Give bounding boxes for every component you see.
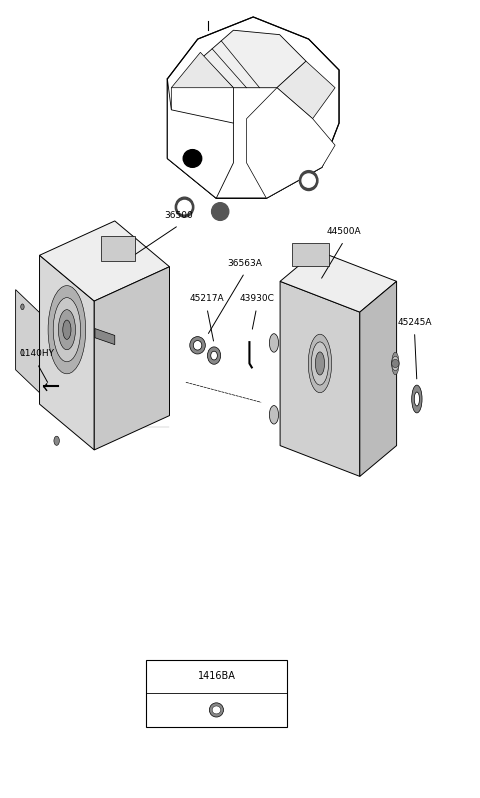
Text: 45217A: 45217A	[190, 294, 224, 303]
Polygon shape	[171, 53, 233, 123]
Ellipse shape	[302, 174, 315, 188]
Polygon shape	[16, 290, 39, 393]
Text: 44500A: 44500A	[326, 227, 361, 236]
Ellipse shape	[212, 706, 221, 714]
Text: 36500: 36500	[164, 211, 193, 220]
Ellipse shape	[300, 171, 318, 191]
Ellipse shape	[53, 298, 81, 361]
Polygon shape	[247, 88, 335, 198]
Ellipse shape	[211, 351, 217, 360]
Text: 43930C: 43930C	[239, 294, 274, 303]
Ellipse shape	[212, 203, 229, 220]
Circle shape	[21, 304, 24, 310]
Polygon shape	[168, 17, 339, 198]
FancyBboxPatch shape	[145, 660, 287, 727]
Ellipse shape	[207, 347, 221, 364]
Ellipse shape	[312, 342, 328, 385]
Ellipse shape	[269, 405, 278, 424]
Text: 36563A: 36563A	[227, 259, 262, 267]
Circle shape	[54, 437, 60, 445]
Text: 1140HY: 1140HY	[20, 350, 55, 358]
Text: 45245A: 45245A	[397, 318, 432, 327]
Ellipse shape	[308, 334, 332, 393]
Polygon shape	[280, 282, 360, 476]
Polygon shape	[360, 282, 396, 476]
Ellipse shape	[175, 197, 194, 217]
Ellipse shape	[183, 149, 202, 168]
Polygon shape	[168, 79, 233, 198]
Ellipse shape	[193, 341, 202, 350]
Ellipse shape	[59, 310, 75, 350]
Ellipse shape	[190, 337, 205, 354]
Polygon shape	[203, 30, 306, 88]
Ellipse shape	[209, 703, 224, 717]
Text: 1416BA: 1416BA	[197, 671, 235, 681]
Polygon shape	[171, 88, 233, 140]
Ellipse shape	[178, 200, 191, 214]
Bar	[101, 236, 135, 261]
Ellipse shape	[392, 356, 399, 370]
Polygon shape	[39, 221, 169, 301]
Ellipse shape	[392, 359, 399, 368]
Ellipse shape	[315, 352, 324, 375]
Ellipse shape	[392, 352, 399, 375]
Ellipse shape	[48, 286, 86, 373]
Polygon shape	[280, 251, 396, 312]
Ellipse shape	[269, 334, 278, 352]
Polygon shape	[39, 255, 94, 450]
Bar	[292, 243, 329, 266]
Ellipse shape	[63, 320, 71, 339]
Circle shape	[21, 350, 24, 355]
Polygon shape	[94, 267, 169, 450]
Ellipse shape	[414, 392, 420, 406]
Polygon shape	[277, 61, 335, 119]
Polygon shape	[95, 329, 115, 345]
Ellipse shape	[412, 385, 422, 413]
